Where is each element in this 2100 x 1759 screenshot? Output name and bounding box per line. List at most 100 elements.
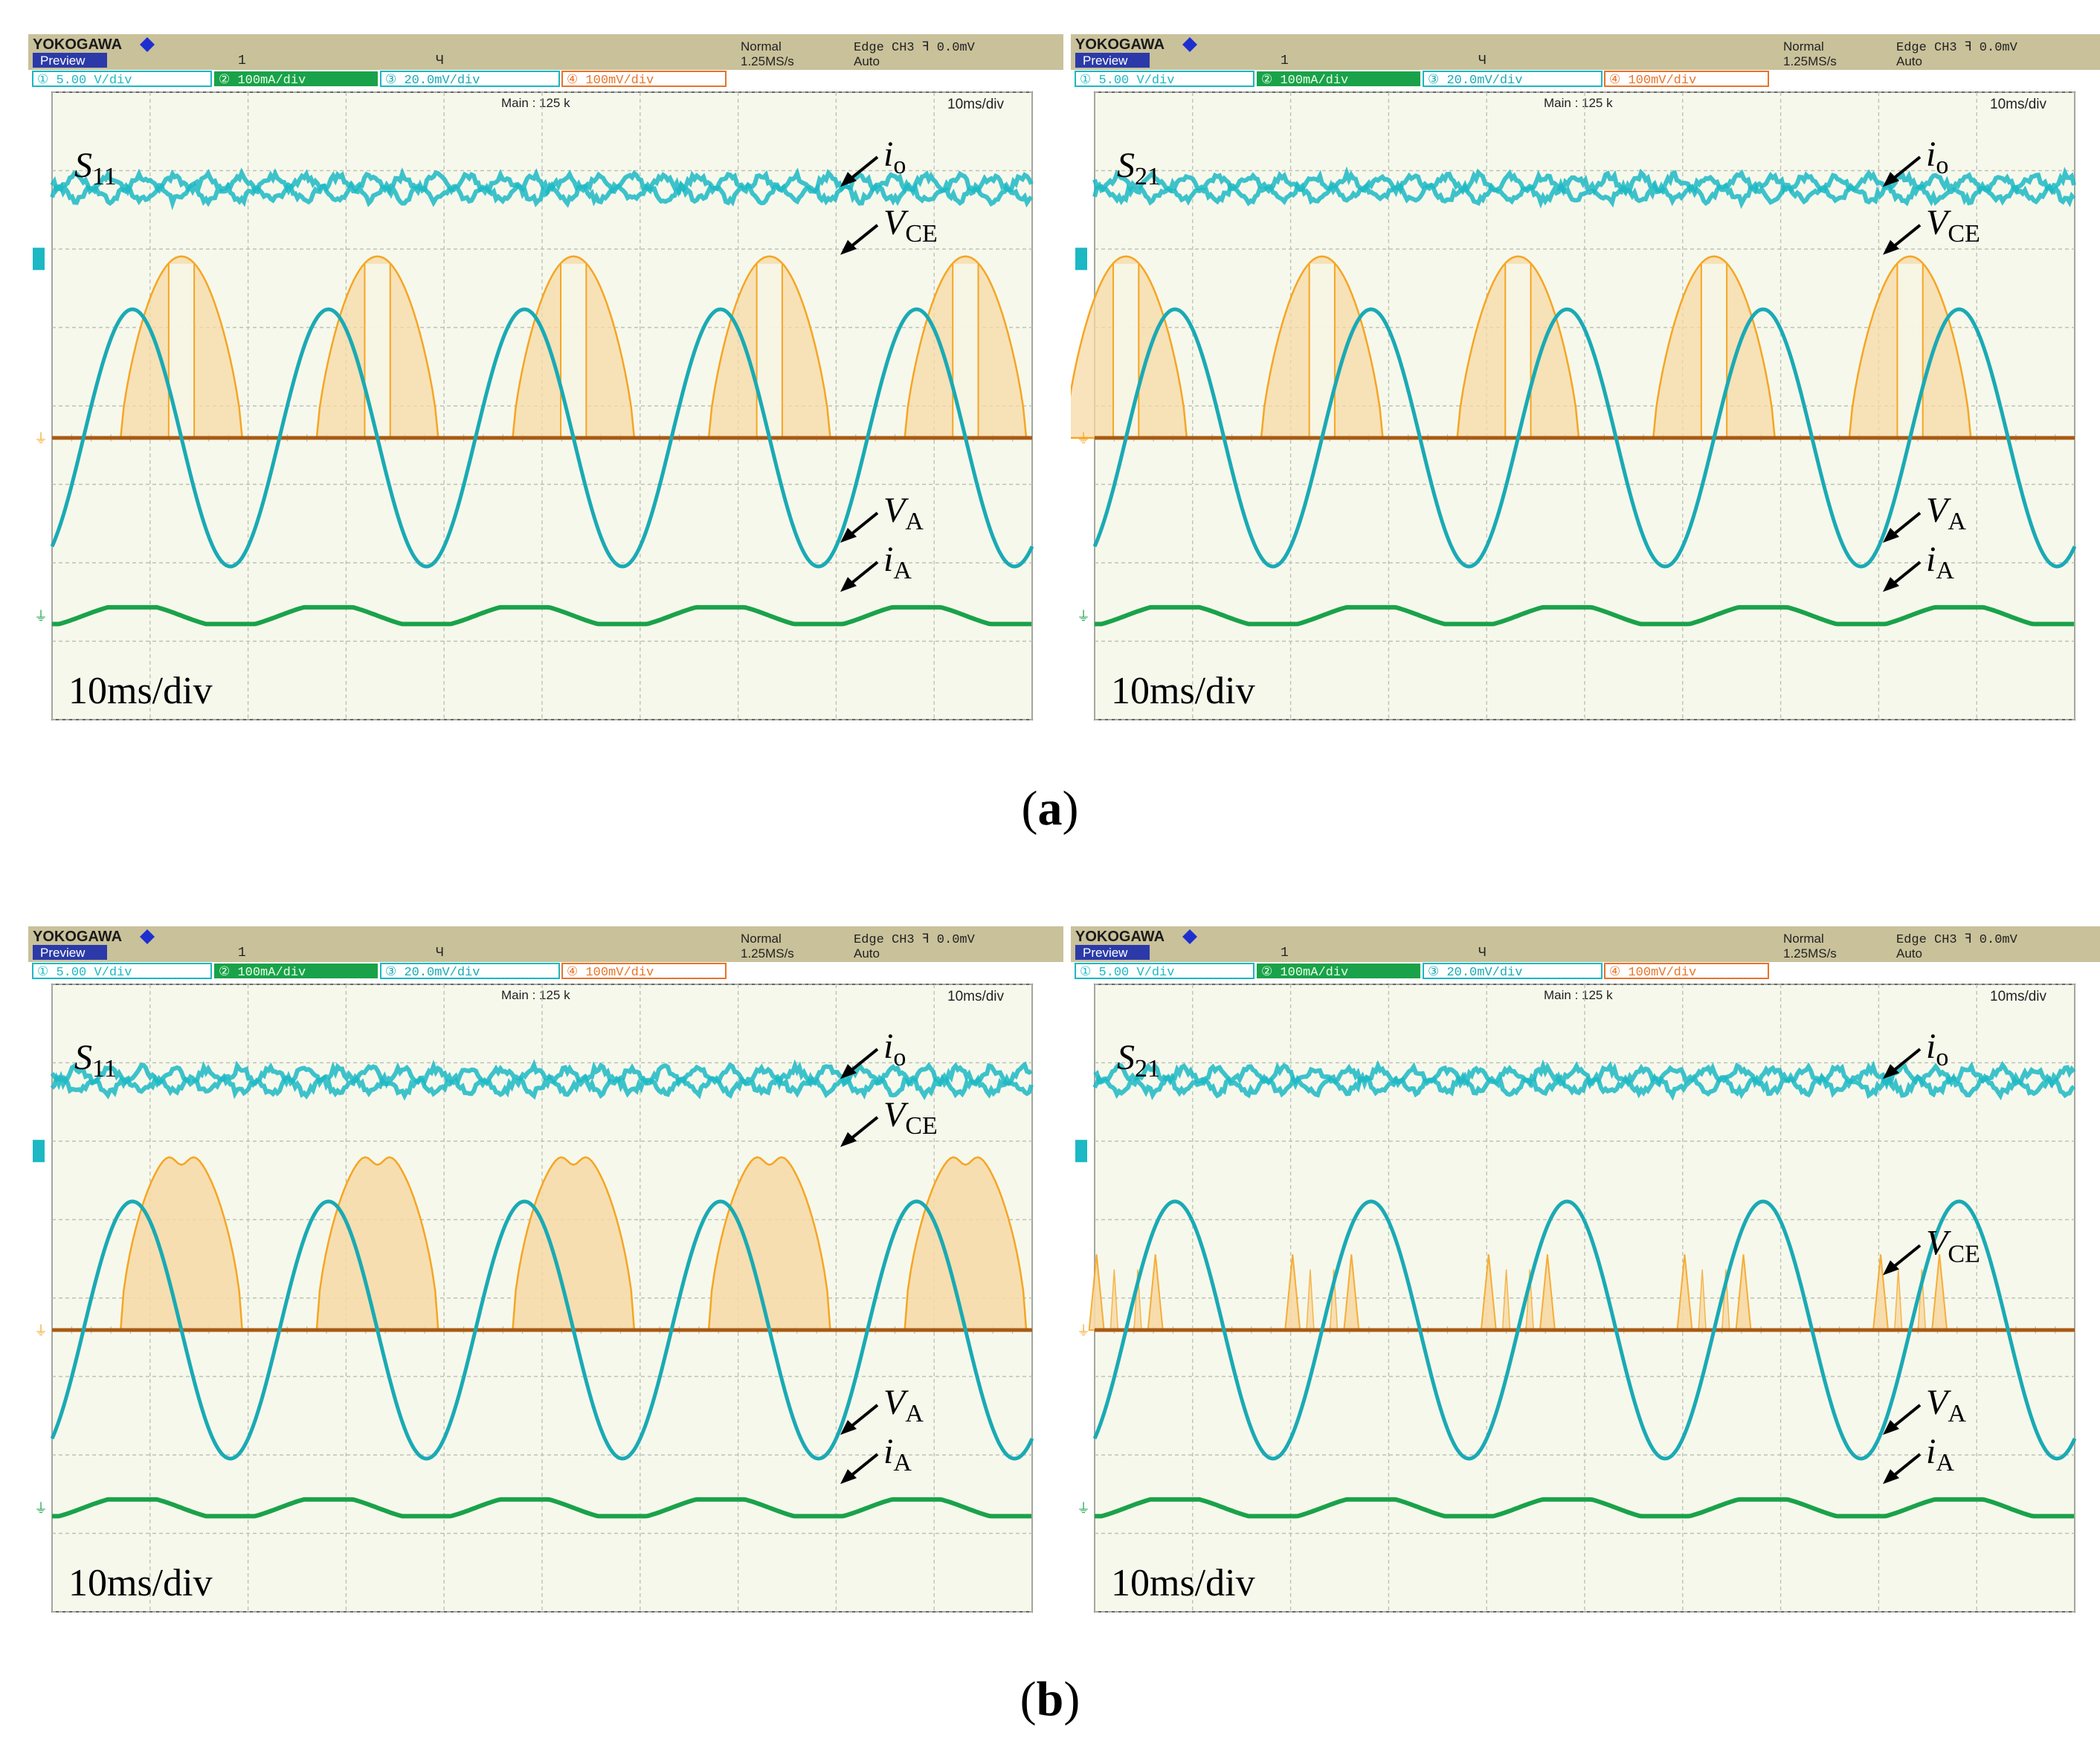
annotation-base: V — [883, 203, 909, 242]
annotation-label: VCE — [883, 203, 938, 248]
timebase-small: 10ms/div — [1990, 97, 2047, 112]
annotation-base: i — [1926, 1432, 1936, 1471]
ch1-box — [32, 71, 212, 87]
ch4-box — [561, 963, 727, 979]
sample-rate: 1.25MS/s — [741, 946, 794, 961]
switch-label-base: S — [74, 146, 92, 185]
ch4-label: ④ 100mV/div — [1609, 74, 1696, 88]
annotation-sub: o — [1936, 1044, 1948, 1071]
annotation-sub: A — [893, 557, 912, 584]
vce-gap — [1113, 263, 1139, 438]
scope-panel-a-left: YOKOGAWA Preview 1 Ч Normal 1.25MS/s Edge CH3 … — [28, 34, 1063, 727]
annotation-io: io — [1883, 1027, 1948, 1079]
vce-gap — [1897, 263, 1923, 438]
annotation-base: V — [883, 491, 909, 530]
annotation-iA: iA — [840, 540, 912, 593]
va-trace — [50, 307, 1034, 569]
header-bar — [1071, 34, 2100, 70]
io-trace-lower — [50, 179, 1034, 211]
vce-trace — [1071, 255, 2075, 440]
annotation-label: io — [883, 1027, 906, 1071]
annotation-label: iA — [1926, 1432, 1954, 1476]
annotation-io: io — [840, 1027, 906, 1079]
marker-one: 1 — [1281, 946, 1289, 961]
ia-trace — [52, 604, 1031, 627]
ch2-box — [1257, 71, 1420, 86]
ia-trace — [1095, 1497, 2074, 1519]
ch1-ground-marker — [33, 248, 45, 271]
preview-label: Preview — [1083, 54, 1128, 68]
annotation-label: VCE — [1926, 1223, 1980, 1268]
arrow-head-icon — [840, 1469, 857, 1485]
annotation-label: VA — [883, 491, 924, 535]
va-trace — [1092, 307, 2077, 569]
trigger-setting: Edge CH3 ꟻ 0.0mV — [854, 41, 976, 55]
annotation-VCE: VCE — [1883, 1223, 1980, 1276]
preview-box — [33, 945, 107, 960]
ch3-box — [380, 71, 560, 87]
annotation-label: io — [1926, 1027, 1948, 1071]
vce-gap — [1505, 263, 1531, 438]
annotation-base: i — [883, 135, 893, 174]
brand-label: YOKOGAWA — [33, 929, 122, 945]
sample-rate: 1.25MS/s — [741, 54, 794, 68]
arrow-head-icon — [840, 1064, 857, 1079]
ch4-label: ④ 100mV/div — [567, 74, 654, 88]
switch-label-sub: 11 — [92, 1055, 117, 1082]
ch2-ground-marker: ⏚ — [1077, 609, 1090, 624]
annotation-base: V — [1926, 203, 1951, 242]
scope-panel-b-left: YOKOGAWA Preview 1 Ч Normal 1.25MS/s Edge CH3 … — [28, 926, 1063, 1619]
marker-trigger: Ч — [1478, 946, 1487, 961]
va-trace — [1092, 1199, 2077, 1461]
ia-trace — [52, 1497, 1031, 1519]
annotation-sub: CE — [1948, 1240, 1980, 1268]
ch3-label: ③ 20.0mV/div — [385, 966, 480, 980]
ch1-label: ① 5.00 V/div — [1080, 966, 1174, 980]
brand-label: YOKOGAWA — [1075, 929, 1165, 945]
acq-mode: Normal — [1783, 39, 1824, 54]
io-trace — [50, 1059, 1033, 1091]
ch2-ground-marker: ⏚ — [34, 609, 48, 624]
arrow-head-icon — [1883, 577, 1899, 593]
annotation-VA: VA — [840, 1383, 924, 1435]
trigger-setting: Edge CH3 ꟻ 0.0mV — [1896, 41, 2018, 55]
ch1-box — [32, 963, 212, 979]
trigger-setting: Edge CH3 ꟻ 0.0mV — [1896, 933, 2018, 947]
annotation-sub: A — [1936, 1449, 1954, 1476]
vce-gap — [756, 263, 782, 438]
vce-trace — [52, 1156, 1032, 1332]
sample-rate: 1.25MS/s — [1783, 946, 1837, 961]
ch1-ground-marker — [1075, 248, 1087, 271]
preview-label: Preview — [1083, 946, 1128, 960]
ch4-box — [1604, 71, 1769, 87]
annotation-sub: A — [893, 1449, 912, 1476]
annotation-label: VA — [1926, 491, 1966, 535]
switch-label: S11 — [74, 1038, 117, 1082]
timebase-label: 10ms/div — [68, 1562, 213, 1604]
annotation-base: V — [1926, 1383, 1951, 1422]
arrow-head-icon — [840, 1419, 857, 1435]
arrow-head-icon — [840, 577, 857, 593]
annotation-base: V — [1926, 491, 1951, 530]
marker-trigger: Ч — [436, 946, 444, 961]
header-bar — [1071, 926, 2100, 962]
channel-strip — [28, 70, 1063, 88]
ch1-ground-marker — [1075, 1140, 1087, 1163]
io-trace-lower — [50, 1071, 1034, 1101]
io-trace — [1093, 1059, 2076, 1091]
ch4-box — [1604, 963, 1769, 979]
trigger-mode: Auto — [1896, 54, 1922, 68]
brand-label: YOKOGAWA — [33, 36, 122, 53]
annotation-VCE: VCE — [840, 1095, 938, 1147]
marker-trigger: Ч — [1478, 54, 1487, 68]
annotation-sub: CE — [905, 220, 937, 248]
acq-mode: Normal — [741, 39, 782, 54]
switch-label-sub: 11 — [92, 163, 117, 190]
annotation-base: i — [1926, 540, 1936, 579]
ch4-ground-marker: ⏚ — [1077, 431, 1090, 447]
annotation-label: io — [883, 135, 906, 179]
timebase-small: 10ms/div — [947, 97, 1005, 112]
arrow-head-icon — [840, 172, 857, 187]
